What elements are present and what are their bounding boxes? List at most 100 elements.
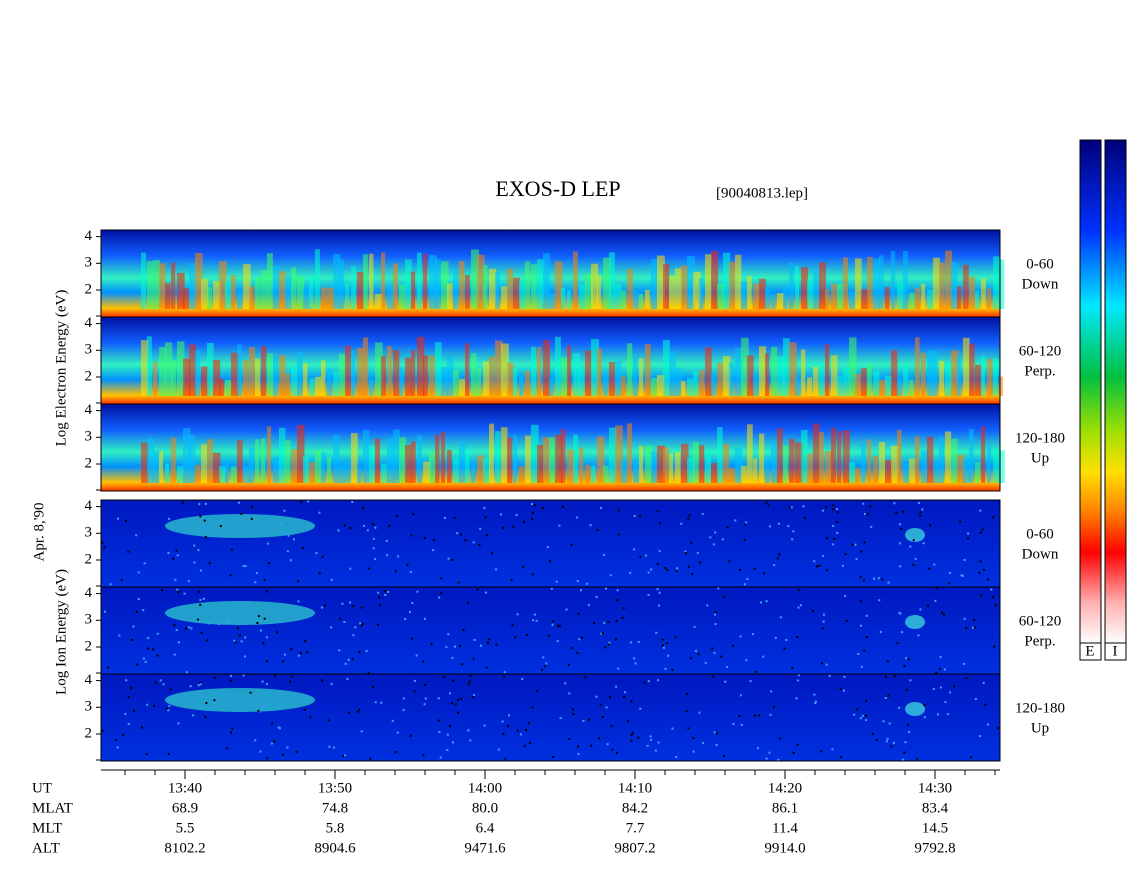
spectrogram-texture bbox=[841, 564, 844, 567]
spectrogram-texture bbox=[384, 590, 387, 593]
spectrogram-texture bbox=[869, 505, 872, 508]
spectrogram-texture bbox=[173, 624, 176, 627]
spectrogram-texture bbox=[243, 466, 251, 483]
spectrogram-texture bbox=[344, 662, 347, 665]
spectrogram-texture bbox=[177, 466, 184, 483]
spectrogram-texture bbox=[969, 429, 974, 483]
spectrogram-texture bbox=[367, 671, 370, 674]
spectrogram-texture bbox=[486, 641, 489, 644]
spectrogram-texture bbox=[165, 514, 315, 538]
spectrogram-texture bbox=[409, 734, 412, 737]
spectrogram-texture bbox=[667, 654, 670, 657]
spectrogram-texture bbox=[639, 293, 644, 309]
spectrogram-texture bbox=[576, 516, 579, 519]
spectrogram-texture bbox=[469, 674, 472, 677]
spectrogram-texture bbox=[933, 563, 936, 566]
spectrogram-texture bbox=[905, 528, 925, 542]
ephemeris-value: 68.9 bbox=[172, 800, 198, 816]
spectrogram-texture bbox=[902, 510, 905, 513]
spectrogram-texture bbox=[535, 619, 538, 622]
spectrogram-texture bbox=[283, 509, 286, 512]
spectrogram-texture bbox=[712, 543, 715, 546]
spectrogram-texture bbox=[183, 592, 186, 595]
spectrogram-texture bbox=[153, 704, 156, 707]
spectrogram-texture bbox=[185, 627, 188, 630]
spectrogram-texture bbox=[771, 440, 779, 483]
spectrogram-texture bbox=[511, 624, 514, 627]
spectrogram-texture bbox=[536, 689, 539, 692]
spectrogram-texture bbox=[345, 345, 351, 396]
spectrogram-texture bbox=[753, 372, 759, 396]
spectrogram-texture bbox=[351, 350, 356, 396]
spectrogram-texture bbox=[684, 550, 687, 553]
panel-frame bbox=[100, 673, 1001, 762]
spectrogram-texture bbox=[309, 716, 312, 719]
spectrogram-texture bbox=[633, 514, 636, 517]
y-tick-label: 2 bbox=[85, 368, 93, 384]
spectrogram-texture bbox=[531, 706, 534, 709]
spectrogram-texture bbox=[999, 450, 1005, 483]
spectrogram-texture bbox=[458, 644, 461, 647]
spectrogram-texture bbox=[371, 685, 374, 688]
spectrogram-texture bbox=[578, 638, 581, 641]
spectrogram-texture bbox=[341, 602, 344, 605]
spectrogram-texture bbox=[796, 743, 799, 746]
spectrogram-texture bbox=[254, 581, 257, 584]
spectrogram-texture bbox=[531, 511, 534, 514]
spectrogram-texture bbox=[237, 344, 242, 396]
spectrogram-texture bbox=[447, 557, 450, 560]
spectrogram-texture bbox=[225, 458, 230, 483]
spectrogram-texture bbox=[770, 690, 773, 693]
spectrogram-texture bbox=[457, 698, 460, 701]
ephemeris-name: MLT bbox=[32, 820, 62, 836]
spectrogram-texture bbox=[777, 293, 784, 309]
spectrogram-texture bbox=[664, 667, 667, 670]
spectrogram-texture bbox=[813, 366, 819, 396]
spectrogram-texture bbox=[873, 456, 879, 483]
spectrogram-texture bbox=[639, 515, 642, 518]
spectrogram-texture bbox=[103, 546, 106, 549]
spectrogram-texture bbox=[728, 560, 731, 563]
spectrogram-texture bbox=[570, 647, 573, 650]
y-tick-label: 3 bbox=[85, 429, 93, 445]
spectrogram-texture bbox=[471, 249, 479, 309]
spectrogram-texture bbox=[339, 353, 346, 396]
spectrogram-texture bbox=[939, 686, 942, 689]
spectrogram-texture bbox=[777, 758, 780, 761]
spectrogram-texture bbox=[831, 427, 836, 483]
spectrogram-texture bbox=[489, 423, 495, 483]
spectrogram-texture bbox=[714, 531, 717, 534]
spectrogram-texture bbox=[297, 580, 300, 583]
x-tick-label: 14:00 bbox=[468, 780, 502, 796]
spectrogram-texture bbox=[669, 453, 674, 483]
spectrogram-texture bbox=[515, 514, 518, 517]
spectrogram-texture bbox=[651, 377, 658, 396]
spectrogram-texture bbox=[741, 337, 749, 396]
spectrogram-texture bbox=[643, 681, 646, 684]
spectrogram-texture bbox=[374, 526, 377, 529]
spectrogram-texture bbox=[177, 272, 185, 309]
spectrogram-texture bbox=[137, 598, 140, 601]
spectrogram-texture bbox=[362, 506, 365, 509]
pitch-angle-range: 120-180 bbox=[1015, 700, 1065, 716]
spectrogram-texture bbox=[919, 608, 922, 611]
spectrogram-texture bbox=[177, 641, 180, 644]
spectrogram-texture bbox=[411, 271, 416, 309]
spectrogram-texture bbox=[690, 541, 693, 544]
spectrogram-texture bbox=[760, 601, 763, 604]
spectrogram-texture bbox=[751, 633, 754, 636]
spectrogram-texture bbox=[147, 336, 152, 396]
spectrogram-texture bbox=[438, 731, 441, 734]
spectrogram-texture bbox=[893, 502, 896, 505]
file-name: [90040813.lep] bbox=[716, 185, 808, 201]
spectrogram-texture bbox=[759, 278, 766, 309]
spectrogram-texture bbox=[833, 537, 836, 540]
spectrogram-texture bbox=[395, 515, 398, 518]
spectrogram-texture bbox=[199, 681, 202, 684]
spectrogram-texture bbox=[153, 361, 158, 396]
spectrogram-texture bbox=[753, 568, 756, 571]
spectrogram-texture bbox=[297, 424, 305, 483]
spectrogram-texture bbox=[908, 731, 911, 734]
spectrogram-texture bbox=[987, 578, 990, 581]
spectrogram-texture bbox=[461, 663, 464, 666]
